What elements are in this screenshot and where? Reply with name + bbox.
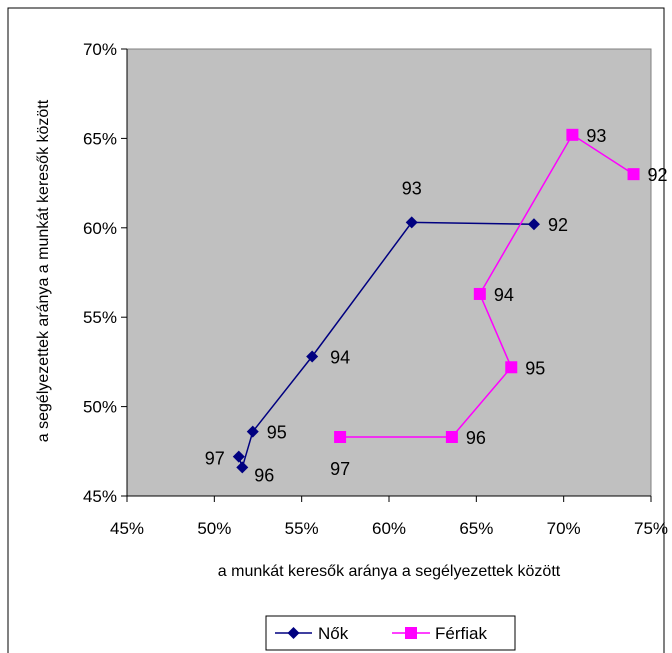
data-point-marker: [334, 430, 347, 443]
data-point-marker: [232, 450, 245, 463]
y-tick-label: 55%: [83, 308, 117, 327]
y-tick-label: 70%: [83, 40, 117, 59]
x-tick-label: 45%: [110, 519, 144, 538]
y-axis-ticks: 45% 50% 55% 60% 65% 70%: [83, 40, 127, 506]
data-point-marker: [246, 425, 259, 438]
data-point-label: 96: [254, 465, 274, 485]
x-tick-label: 60%: [372, 519, 406, 538]
data-point-label: 92: [648, 165, 668, 185]
data-point-marker: [445, 430, 458, 443]
data-point-marker: [306, 350, 319, 363]
x-tick-label: 55%: [285, 519, 319, 538]
data-point-marker: [566, 128, 579, 141]
data-point-label: 97: [330, 459, 350, 479]
data-point-label: 92: [548, 215, 568, 235]
legend-marker-ferfiak: [405, 627, 417, 639]
data-point-label: 95: [525, 358, 545, 378]
legend-label-ferfiak: Férfiak: [435, 624, 487, 643]
data-point-marker: [473, 287, 486, 300]
data-point-marker: [236, 461, 249, 474]
point-labels-layer: 92 93 94 95 96 97 92 93 94 95 96 97: [205, 126, 668, 486]
x-axis-ticks: 45% 50% 55% 60% 65% 70% 75%: [110, 496, 668, 538]
legend: Nők Férfiak: [265, 615, 516, 651]
data-point-label: 93: [586, 126, 606, 146]
x-tick-label: 70%: [547, 519, 581, 538]
plot-area: [126, 48, 652, 497]
x-axis-title: a munkát keresők aránya a segélyezettek …: [218, 563, 561, 580]
data-point-marker: [627, 168, 640, 181]
data-point-label: 94: [494, 285, 514, 305]
y-axis-title: a segélyezettek aránya a munkát keresők …: [35, 99, 52, 442]
data-point-label: 94: [330, 348, 350, 368]
y-tick-label: 50%: [83, 398, 117, 417]
legend-marker-nok: [287, 627, 300, 639]
y-tick-label: 45%: [83, 487, 117, 506]
legend-label-nok: Nők: [318, 624, 349, 643]
data-point-label: 93: [402, 178, 422, 198]
y-tick-label: 65%: [83, 129, 117, 148]
data-point-label: 97: [205, 449, 225, 469]
data-point-label: 96: [466, 428, 486, 448]
data-point-marker: [405, 216, 418, 229]
x-tick-label: 75%: [634, 519, 668, 538]
x-tick-label: 50%: [197, 519, 231, 538]
data-point-marker: [505, 361, 518, 374]
x-tick-label: 65%: [459, 519, 493, 538]
y-tick-label: 60%: [83, 219, 117, 238]
data-point-label: 95: [267, 423, 287, 443]
series-line-1: [340, 133, 634, 438]
data-point-marker: [527, 218, 540, 231]
series-layer: [232, 128, 640, 474]
